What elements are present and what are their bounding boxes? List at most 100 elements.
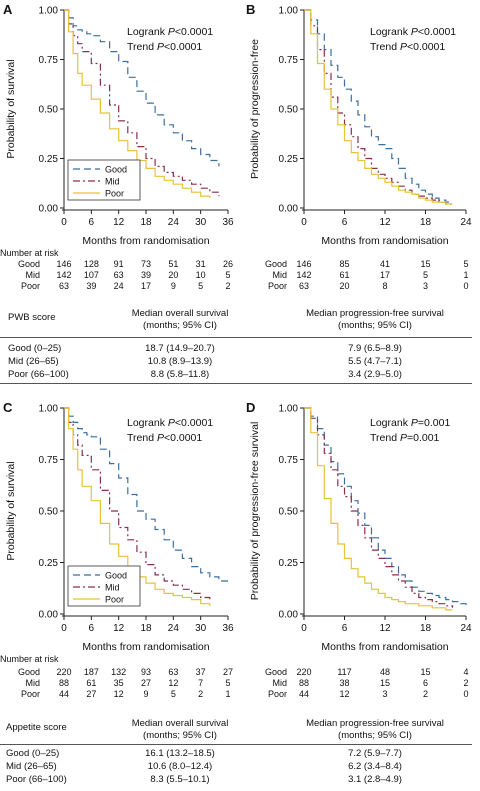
risk-value: 63 bbox=[114, 270, 124, 280]
x-tick-label: 6 bbox=[342, 623, 348, 634]
pwb-table: PWB score Median overall survival (month… bbox=[0, 308, 472, 384]
trend-stat: Trend P<0.0001 bbox=[127, 41, 202, 53]
risk-value: 38 bbox=[339, 678, 349, 688]
x-tick-label: 30 bbox=[195, 623, 207, 634]
risk-value: 8 bbox=[382, 281, 387, 291]
risk-value: 6 bbox=[423, 678, 428, 688]
risk-value: 5 bbox=[463, 259, 468, 269]
risk-value: 12 bbox=[168, 678, 178, 688]
series-mid-curve bbox=[64, 407, 211, 602]
x-tick-label: 0 bbox=[61, 623, 67, 634]
y-tick-label: 0.50 bbox=[279, 507, 299, 518]
legend-label-mid: Mid bbox=[105, 583, 120, 593]
logrank-stat: Logrank P<0.0001 bbox=[127, 26, 213, 38]
risk-value: 15 bbox=[380, 678, 390, 688]
risk-value: 51 bbox=[168, 259, 178, 269]
appetite-row-good-os: 16.1 (13.2–18.5) bbox=[145, 748, 215, 759]
risk-row-label-good: Good bbox=[18, 667, 40, 677]
pwb-row-poor-pfs: 3.4 (2.9–5.0) bbox=[348, 369, 402, 380]
pwb-row-poor-os: 8.8 (5.8–11.8) bbox=[150, 369, 210, 380]
appetite-table: Appetite score Median overall survival (… bbox=[0, 718, 472, 790]
risk-value: 27 bbox=[86, 689, 96, 699]
risk-value: 26 bbox=[223, 259, 233, 269]
appetite-row-poor-score: Poor (66–100) bbox=[6, 774, 67, 785]
risk-value: 220 bbox=[56, 667, 71, 677]
panel-label-a: A bbox=[3, 2, 13, 17]
appetite-row-mid-score: Mid (26–65) bbox=[6, 761, 57, 772]
legend-label-good: Good bbox=[105, 165, 127, 175]
x-tick-label: 0 bbox=[301, 217, 307, 228]
series-poor-curve bbox=[304, 9, 453, 205]
legend-label-good: Good bbox=[105, 571, 127, 581]
risk-value: 88 bbox=[59, 678, 69, 688]
risk-value: 37 bbox=[196, 667, 206, 677]
risk-value: 2 bbox=[198, 689, 203, 699]
risk-value: 220 bbox=[296, 667, 311, 677]
x-tick-label: 6 bbox=[89, 623, 95, 634]
legend: Good Mid Poor bbox=[67, 159, 141, 201]
series-poor-curve bbox=[304, 407, 453, 611]
risk-value: 142 bbox=[56, 270, 71, 280]
risk-value: 35 bbox=[114, 678, 124, 688]
y-tick-label: 1.00 bbox=[279, 404, 299, 415]
risk-value: 1 bbox=[463, 270, 468, 280]
y-tick-label: 0.75 bbox=[39, 55, 59, 66]
appetite-row-good-score: Good (0–25) bbox=[6, 748, 60, 759]
y-tick-label: 0.00 bbox=[279, 204, 299, 215]
risk-value: 146 bbox=[296, 259, 311, 269]
appetite-row-poor-pfs: 3.1 (2.8–4.9) bbox=[348, 774, 402, 785]
risk-value: 63 bbox=[59, 281, 69, 291]
risk-value: 61 bbox=[339, 270, 349, 280]
pwb-row-good-os: 18.7 (14.9–20.7) bbox=[145, 343, 215, 354]
pwb-header-pfs: Median progression-free survival (months… bbox=[306, 308, 444, 331]
risk-value: 20 bbox=[339, 281, 349, 291]
series-mid-curve bbox=[64, 9, 220, 197]
panel-label-b: B bbox=[246, 2, 255, 17]
risk-value: 88 bbox=[299, 678, 309, 688]
x-tick-label: 18 bbox=[420, 217, 432, 228]
risk-row-label-mid: Mid bbox=[272, 678, 287, 688]
risk-value: 15 bbox=[420, 667, 430, 677]
x-tick-label: 24 bbox=[460, 217, 472, 228]
y-tick-label: 0.00 bbox=[39, 204, 59, 215]
x-tick-label: 12 bbox=[379, 217, 391, 228]
y-tick-label: 0.75 bbox=[279, 455, 299, 466]
legend-label-poor: Poor bbox=[105, 595, 124, 605]
appetite-row-mid-pfs: 6.2 (3.4–8.4) bbox=[348, 761, 402, 772]
risk-value: 128 bbox=[84, 259, 99, 269]
legend: Good Mid Poor bbox=[67, 565, 141, 607]
x-tick-label: 0 bbox=[301, 623, 307, 634]
y-tick-label: 0.00 bbox=[279, 610, 299, 621]
risk-value: 31 bbox=[196, 259, 206, 269]
risk-value: 91 bbox=[114, 259, 124, 269]
x-tick-label: 6 bbox=[342, 217, 348, 228]
series-good-curve bbox=[64, 9, 220, 167]
x-tick-label: 30 bbox=[195, 217, 207, 228]
y-axis-label: Probability of progression-free bbox=[249, 39, 261, 179]
y-tick-label: 0.25 bbox=[279, 154, 299, 165]
risk-row-label-poor: Poor bbox=[268, 281, 287, 291]
risk-value: 85 bbox=[339, 259, 349, 269]
risk-value: 27 bbox=[223, 667, 233, 677]
x-tick-label: 12 bbox=[379, 623, 391, 634]
risk-value: 15 bbox=[420, 259, 430, 269]
x-tick-label: 18 bbox=[420, 623, 432, 634]
trend-stat: Trend P<0.0001 bbox=[370, 41, 445, 53]
y-tick-label: 0.75 bbox=[39, 455, 59, 466]
risk-value: 3 bbox=[423, 281, 428, 291]
risk-value: 3 bbox=[382, 689, 387, 699]
y-tick-label: 0.75 bbox=[279, 55, 299, 66]
risk-value: 2 bbox=[225, 281, 230, 291]
risk-row-label-poor: Poor bbox=[21, 689, 40, 699]
x-tick-label: 24 bbox=[168, 217, 180, 228]
x-axis-label: Months from randomisation bbox=[321, 641, 448, 653]
risk-value: 63 bbox=[299, 281, 309, 291]
series-good-curve bbox=[64, 407, 228, 582]
risk-value: 27 bbox=[141, 678, 151, 688]
risk-value: 44 bbox=[59, 689, 69, 699]
y-tick-label: 1.00 bbox=[279, 6, 299, 17]
x-tick-label: 36 bbox=[222, 623, 234, 634]
